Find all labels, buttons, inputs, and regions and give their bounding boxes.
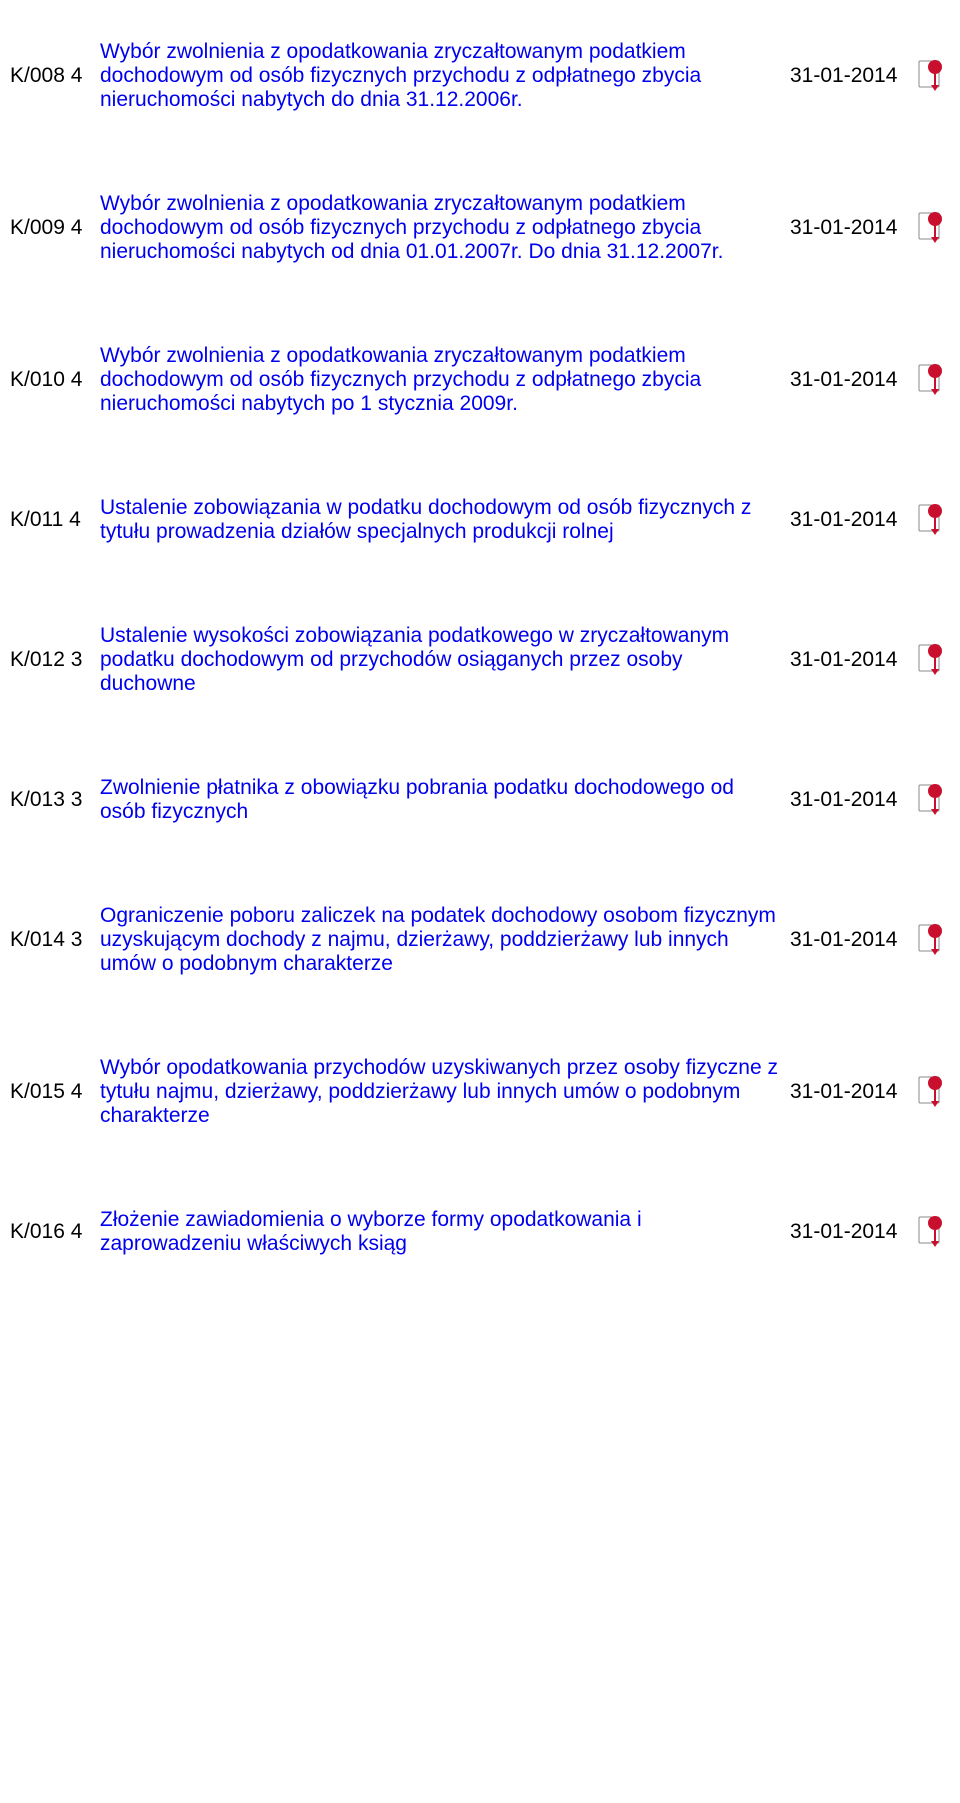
list-item: K/010 4Wybór zwolnienia z opodatkowania … <box>0 304 960 456</box>
pdf-icon[interactable] <box>917 363 943 397</box>
document-title-cell: Wybór zwolnienia z opodatkowania zryczał… <box>100 344 790 416</box>
document-title-link[interactable]: Ustalenie zobowiązania w podatku dochodo… <box>100 496 751 543</box>
pdf-icon[interactable] <box>917 643 943 677</box>
pdf-icon[interactable] <box>917 211 943 245</box>
document-pdf-cell <box>910 363 950 397</box>
document-code: K/010 4 <box>10 368 100 392</box>
document-code: K/009 4 <box>10 216 100 240</box>
document-title-cell: Wybór opodatkowania przychodów uzyskiwan… <box>100 1056 790 1128</box>
document-code: K/012 3 <box>10 648 100 672</box>
document-code: K/014 3 <box>10 928 100 952</box>
document-pdf-cell <box>910 643 950 677</box>
document-pdf-cell <box>910 59 950 93</box>
document-title-link[interactable]: Wybór zwolnienia z opodatkowania zryczał… <box>100 40 701 111</box>
pdf-icon[interactable] <box>917 503 943 537</box>
document-title-cell: Złożenie zawiadomienia o wyborze formy o… <box>100 1208 790 1256</box>
document-date: 31-01-2014 <box>790 648 910 672</box>
document-pdf-cell <box>910 503 950 537</box>
list-item: K/008 4Wybór zwolnienia z opodatkowania … <box>0 0 960 152</box>
list-item: K/013 3Zwolnienie płatnika z obowiązku p… <box>0 736 960 864</box>
document-date: 31-01-2014 <box>790 64 910 88</box>
document-date: 31-01-2014 <box>790 216 910 240</box>
document-code: K/013 3 <box>10 788 100 812</box>
pdf-icon[interactable] <box>917 59 943 93</box>
document-title-link[interactable]: Wybór opodatkowania przychodów uzyskiwan… <box>100 1056 778 1127</box>
document-date: 31-01-2014 <box>790 788 910 812</box>
pdf-icon[interactable] <box>917 783 943 817</box>
document-pdf-cell <box>910 211 950 245</box>
document-pdf-cell <box>910 1215 950 1249</box>
document-title-cell: Wybór zwolnienia z opodatkowania zryczał… <box>100 192 790 264</box>
document-date: 31-01-2014 <box>790 508 910 532</box>
document-title-cell: Ustalenie wysokości zobowiązania podatko… <box>100 624 790 696</box>
document-code: K/008 4 <box>10 64 100 88</box>
document-title-link[interactable]: Wybór zwolnienia z opodatkowania zryczał… <box>100 192 723 263</box>
list-item: K/012 3Ustalenie wysokości zobowiązania … <box>0 584 960 736</box>
document-code: K/011 4 <box>10 508 100 532</box>
document-title-link[interactable]: Zwolnienie płatnika z obowiązku pobrania… <box>100 776 734 823</box>
list-item: K/014 3Ograniczenie poboru zaliczek na p… <box>0 864 960 1016</box>
document-title-cell: Wybór zwolnienia z opodatkowania zryczał… <box>100 40 790 112</box>
document-title-link[interactable]: Ograniczenie poboru zaliczek na podatek … <box>100 904 776 975</box>
document-title-cell: Zwolnienie płatnika z obowiązku pobrania… <box>100 776 790 824</box>
document-title-cell: Ograniczenie poboru zaliczek na podatek … <box>100 904 790 976</box>
document-date: 31-01-2014 <box>790 1080 910 1104</box>
document-pdf-cell <box>910 1075 950 1109</box>
document-date: 31-01-2014 <box>790 368 910 392</box>
list-item: K/011 4Ustalenie zobowiązania w podatku … <box>0 456 960 584</box>
list-item: K/015 4Wybór opodatkowania przychodów uz… <box>0 1016 960 1168</box>
document-title-link[interactable]: Wybór zwolnienia z opodatkowania zryczał… <box>100 344 701 415</box>
pdf-icon[interactable] <box>917 923 943 957</box>
document-code: K/015 4 <box>10 1080 100 1104</box>
document-pdf-cell <box>910 923 950 957</box>
document-pdf-cell <box>910 783 950 817</box>
pdf-icon[interactable] <box>917 1215 943 1249</box>
document-date: 31-01-2014 <box>790 928 910 952</box>
document-code: K/016 4 <box>10 1220 100 1244</box>
list-item: K/009 4Wybór zwolnienia z opodatkowania … <box>0 152 960 304</box>
list-item: K/016 4Złożenie zawiadomienia o wyborze … <box>0 1168 960 1296</box>
document-title-cell: Ustalenie zobowiązania w podatku dochodo… <box>100 496 790 544</box>
document-title-link[interactable]: Ustalenie wysokości zobowiązania podatko… <box>100 624 729 695</box>
pdf-icon[interactable] <box>917 1075 943 1109</box>
document-title-link[interactable]: Złożenie zawiadomienia o wyborze formy o… <box>100 1208 642 1255</box>
document-list: K/008 4Wybór zwolnienia z opodatkowania … <box>0 0 960 1296</box>
document-date: 31-01-2014 <box>790 1220 910 1244</box>
